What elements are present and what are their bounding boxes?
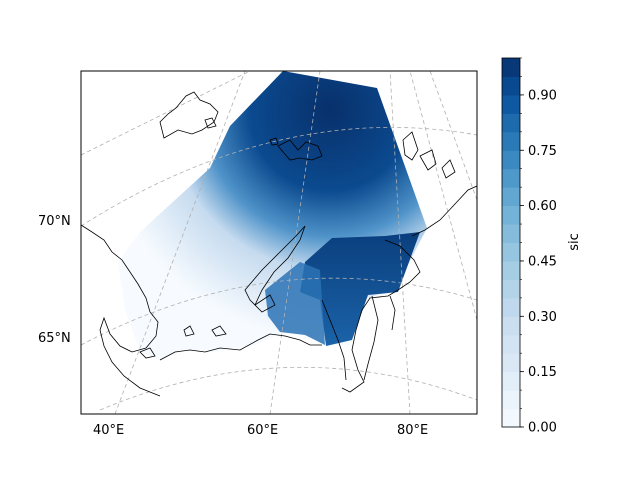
- lat-label-65: 65°N: [38, 331, 71, 346]
- colorbar-band: [502, 224, 520, 243]
- lon-label-80: 80°E: [397, 423, 428, 438]
- colorbar-tick-label: 0.00: [528, 421, 557, 436]
- colorbar-band: [502, 371, 520, 391]
- colorbar-band: [502, 353, 520, 373]
- colorbar-band: [502, 168, 520, 188]
- colorbar-tick-label: 0.45: [528, 254, 557, 269]
- colorbar-band: [502, 334, 520, 354]
- axes-frame: [80, 70, 478, 415]
- colorbar-ticks: 0.00 0.15 0.30 0.45 0.60 0.75 0.90: [520, 57, 557, 436]
- colorbar-tick-label: 0.30: [528, 310, 557, 325]
- lon-label-60: 60°E: [247, 423, 278, 438]
- colorbar-band: [502, 242, 520, 262]
- colorbar-band: [502, 113, 520, 133]
- colorbar-band: [502, 390, 520, 410]
- colorbar-band: [502, 94, 520, 114]
- kara-sea-ice: [300, 232, 420, 346]
- colorbar-band: [502, 187, 520, 207]
- colorbar-band: [502, 316, 520, 336]
- colorbar-tick-label: 0.75: [528, 144, 557, 159]
- pechora-ice: [265, 262, 325, 345]
- colorbar-band: [502, 408, 520, 428]
- map-area: [81, 71, 477, 414]
- colorbar-tick-label: 0.90: [528, 88, 557, 103]
- colorbar-band: [502, 260, 520, 280]
- coastlines: [81, 91, 477, 397]
- colorbar: 0.00 0.15 0.30 0.45 0.60 0.75 0.90 sic: [501, 57, 582, 436]
- colorbar-bands: [502, 58, 520, 428]
- graticule: [81, 71, 477, 414]
- colorbar-tick-label: 0.15: [528, 365, 557, 380]
- colorbar-band: [502, 297, 520, 317]
- lat-label-70: 70°N: [38, 214, 71, 229]
- colorbar-band: [502, 279, 520, 299]
- colorbar-band: [502, 58, 520, 77]
- colorbar-band: [502, 131, 520, 151]
- colorbar-band: [502, 205, 520, 225]
- colorbar-label: sic: [567, 233, 582, 251]
- colorbar-tick-label: 0.60: [528, 199, 557, 214]
- colorbar-band: [502, 76, 520, 96]
- lon-label-40: 40°E: [93, 423, 124, 438]
- colorbar-band: [502, 150, 520, 170]
